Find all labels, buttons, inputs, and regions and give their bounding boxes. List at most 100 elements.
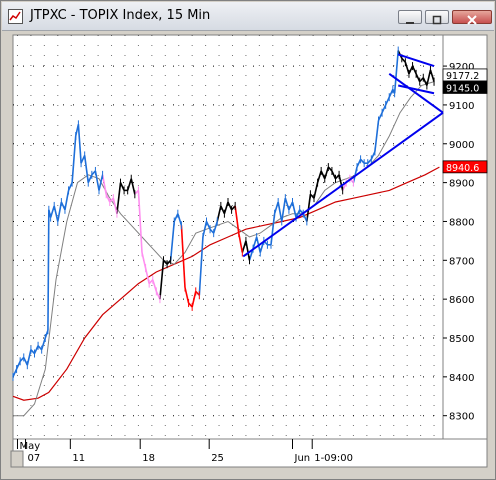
price-segment [87,174,93,183]
price-segment [393,50,400,94]
price-segment [83,155,90,183]
price-segment [291,201,297,218]
price-segment [401,57,406,63]
price-segment [180,225,186,288]
price-segment [212,221,219,234]
price-segment [169,221,176,261]
minimize-button[interactable] [398,10,422,24]
y-tick-label: 8400 [449,373,474,384]
y-tick-label: 8800 [449,217,474,228]
slow-ma-line [12,166,440,401]
price-segment [177,213,183,226]
price-segment [367,158,372,164]
y-tick-label: 8500 [449,334,474,345]
price-segment [338,174,344,191]
price-segment [227,201,233,211]
price-segment [245,240,251,261]
scroll-handle[interactable] [10,450,24,468]
price-segment [415,73,421,82]
price-segment [374,120,380,152]
price-marker-box [442,160,488,174]
price-segment [323,166,330,179]
close-button[interactable] [452,10,492,25]
price-segment [381,104,387,114]
price-segment [384,96,390,106]
x-tick-label: 07 [28,453,41,464]
price-segment [306,194,312,222]
price-segment [47,209,50,331]
price-segment [101,174,107,195]
price-segment [126,178,133,191]
x-tick-label: May [19,441,40,452]
price-segment [202,221,208,238]
price-segment [320,170,326,180]
price-segment [57,201,63,222]
price-segment [67,182,73,191]
price-segment [284,197,290,211]
x-tick-label: 1-09:00 [314,453,353,464]
price-segment [166,259,172,265]
price-segment [205,221,211,230]
price-segment [144,267,150,284]
price-segment [370,151,376,160]
price-segment [159,260,165,300]
price-segment [33,345,39,354]
price-segment [313,182,319,199]
title-bar[interactable]: JTPXC - TOPIX Index, 15 Min [2,2,494,31]
chart-app-icon [8,9,23,24]
price-segment [19,356,25,362]
price-segment [252,236,258,249]
maximize-icon [432,15,442,25]
price-segment [94,170,100,191]
y-tick-label: 8700 [449,256,474,267]
x-tick-label: 11 [72,453,85,464]
price-segment [419,77,424,83]
trendlines [242,53,444,258]
price-segment [327,166,333,172]
price-segment [116,182,122,214]
price-segment [356,158,362,168]
price-segment [270,213,276,245]
price-segment [191,291,197,308]
price-chart[interactable]: 9200 9100 9000 8900 8800 8700 8600 8500 8400 8300… [9,31,491,471]
price-segment [404,61,410,75]
y-tick-label: 8900 [449,179,474,190]
price-segment [151,279,158,292]
price-segment [53,205,59,222]
y-tick-label: 8300 [449,412,474,423]
price-segment [141,252,147,269]
price-segment [23,357,29,366]
price-segment [411,65,417,75]
time-axis-panel [12,438,488,468]
trendline [242,111,444,258]
price-marker-label: 9177.2 [446,71,479,82]
price-segment [119,182,125,191]
price-segment [388,89,394,98]
price-marker-box [442,68,488,82]
y-tick-label: 9000 [449,140,474,151]
price-segment [288,201,294,211]
price-segment [30,349,36,355]
price-segment [173,213,179,222]
y-tick-label: 9200 [449,62,474,73]
window-title: JTPXC - TOPIX Index, 15 Min [30,8,211,23]
maximize-button[interactable] [425,10,449,25]
x-tick-label: 18 [142,453,155,464]
price-segment [130,178,136,195]
price-segment [234,205,240,234]
price-segment [26,349,32,366]
price-segment [377,112,383,121]
price-segment [77,124,82,164]
price-axis: 9200 9100 9000 8900 8800 8700 8600 8500 8400 8300 [443,62,474,423]
minimize-icon [406,22,414,24]
price-segment [422,77,428,86]
price-segment [331,170,337,180]
y-tick-label: 9100 [449,101,474,112]
chart-frame: 9200 9100 9000 8900 8800 8700 8600 8500 8400 8300… [9,31,491,471]
close-icon [467,15,477,25]
price-segment [280,198,287,222]
price-marker-label: 9145.0 [446,83,479,94]
